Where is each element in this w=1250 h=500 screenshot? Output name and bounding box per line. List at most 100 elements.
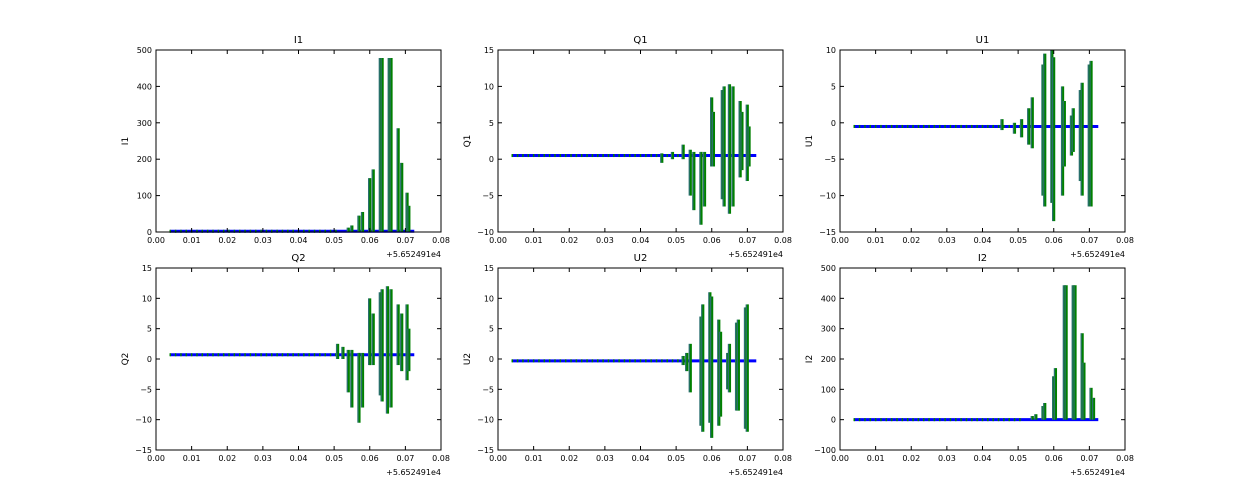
x-tick-label: 0.05 <box>325 454 343 463</box>
subplot-title: Q1 <box>633 35 647 46</box>
subplot-title: I2 <box>978 253 987 264</box>
x-tick-label: 0.03 <box>254 454 272 463</box>
y-tick-label: 200 <box>821 355 836 364</box>
x-tick-label: 0.04 <box>632 454 650 463</box>
y-tick-label: 5 <box>147 325 152 334</box>
x-tick-label: 0.00 <box>147 454 165 463</box>
x-tick-label: 0.08 <box>1116 454 1134 463</box>
x-tick-label: 0.05 <box>1009 236 1027 245</box>
y-tick-label: −10 <box>477 228 494 237</box>
x-tick-label: 0.05 <box>1009 454 1027 463</box>
y-tick-label: −10 <box>819 192 836 201</box>
y-tick-label: 15 <box>484 264 494 273</box>
x-tick-label: 0.02 <box>560 454 578 463</box>
x-tick-label: 0.08 <box>432 454 450 463</box>
y-tick-label: 5 <box>489 325 494 334</box>
y-tick-label: 15 <box>484 46 494 55</box>
y-tick-label: 10 <box>142 294 152 303</box>
subplot-title: I1 <box>294 35 303 46</box>
x-offset-label: +5.652491e4 <box>728 468 783 477</box>
y-tick-label: −5 <box>824 155 836 164</box>
x-tick-label: 0.00 <box>489 236 507 245</box>
y-tick-label: 5 <box>489 119 494 128</box>
y-tick-label: 200 <box>137 155 152 164</box>
y-axis-label: I2 <box>805 355 815 363</box>
y-tick-label: −5 <box>140 385 152 394</box>
subplot-Q1: Q1 Q1 0.00 0.01 0.02 0.03 0.04 0.05 0.06 0.07 0.08… <box>463 35 792 259</box>
x-tick-label: 0.02 <box>218 454 236 463</box>
axes-frame <box>497 267 784 451</box>
y-tick-label: −5 <box>482 385 494 394</box>
x-tick-label: 0.03 <box>596 454 614 463</box>
x-tick-label: 0.06 <box>703 236 721 245</box>
x-tick-label: 0.07 <box>396 236 414 245</box>
x-tick-label: 0.02 <box>902 236 920 245</box>
subplot-title: Q2 <box>291 253 305 264</box>
y-tick-label: 5 <box>831 82 836 91</box>
y-tick-label: −15 <box>135 446 152 455</box>
x-offset-label: +5.652491e4 <box>386 250 441 259</box>
x-offset-label: +5.652491e4 <box>1070 250 1125 259</box>
y-axis-label: U1 <box>805 135 815 147</box>
x-tick-label: 0.05 <box>667 454 685 463</box>
x-tick-label: 0.06 <box>361 454 379 463</box>
y-tick-label: 500 <box>137 46 152 55</box>
x-offset-label: +5.652491e4 <box>728 250 783 259</box>
x-tick-label: 0.07 <box>738 236 756 245</box>
x-tick-label: 0.04 <box>290 454 308 463</box>
x-tick-label: 0.04 <box>290 236 308 245</box>
x-tick-label: 0.01 <box>183 236 201 245</box>
subplot-Q2: Q2 Q2 0.00 0.01 0.02 0.03 0.04 0.05 0.06 0.07 0.08… <box>121 253 450 477</box>
x-tick-label: 0.08 <box>774 236 792 245</box>
x-tick-label: 0.05 <box>667 236 685 245</box>
x-tick-label: 0.07 <box>738 454 756 463</box>
y-tick-label: 15 <box>142 264 152 273</box>
x-tick-label: 0.07 <box>1080 236 1098 245</box>
x-tick-label: 0.03 <box>596 236 614 245</box>
x-tick-label: 0.03 <box>938 454 956 463</box>
x-tick-label: 0.06 <box>1045 454 1063 463</box>
y-tick-label: 300 <box>137 119 152 128</box>
x-offset-label: +5.652491e4 <box>386 468 441 477</box>
x-tick-label: 0.01 <box>867 454 885 463</box>
subplot-title: U1 <box>976 35 990 46</box>
x-tick-label: 0.04 <box>632 236 650 245</box>
x-tick-label: 0.01 <box>525 454 543 463</box>
subplot-U1: U1 U1 0.00 0.01 0.02 0.03 0.04 0.05 0.06 0.07 0.08… <box>805 35 1134 259</box>
x-tick-label: 0.08 <box>774 454 792 463</box>
x-tick-label: 0.05 <box>325 236 343 245</box>
y-tick-label: 300 <box>821 325 836 334</box>
y-tick-label: 0 <box>489 355 494 364</box>
x-tick-label: 0.03 <box>938 236 956 245</box>
x-tick-label: 0.07 <box>1080 454 1098 463</box>
x-tick-label: 0.06 <box>361 236 379 245</box>
y-tick-label: 0 <box>147 355 152 364</box>
y-tick-label: 100 <box>137 192 152 201</box>
y-axis-label: U2 <box>463 353 473 365</box>
x-tick-label: 0.01 <box>183 454 201 463</box>
y-tick-label: 500 <box>821 264 836 273</box>
y-tick-label: 0 <box>489 155 494 164</box>
x-tick-label: 0.04 <box>974 236 992 245</box>
x-tick-label: 0.00 <box>831 454 849 463</box>
y-axis-label: I1 <box>121 137 131 145</box>
y-tick-label: 0 <box>147 228 152 237</box>
x-tick-label: 0.00 <box>147 236 165 245</box>
subplot-I2: I2 I2 0.00 0.01 0.02 0.03 0.04 0.05 0.06 0.07 0.08… <box>805 253 1134 477</box>
y-tick-label: 0 <box>831 416 836 425</box>
y-tick-label: 400 <box>137 82 152 91</box>
x-tick-label: 0.03 <box>254 236 272 245</box>
x-tick-label: 0.00 <box>489 454 507 463</box>
y-tick-label: 10 <box>826 46 836 55</box>
y-tick-label: −15 <box>819 228 836 237</box>
y-tick-label: 0 <box>831 119 836 128</box>
x-tick-label: 0.02 <box>902 454 920 463</box>
y-tick-label: 100 <box>821 385 836 394</box>
x-tick-label: 0.06 <box>703 454 721 463</box>
x-tick-label: 0.07 <box>396 454 414 463</box>
y-tick-label: −10 <box>477 416 494 425</box>
y-tick-label: −5 <box>482 192 494 201</box>
y-tick-label: 10 <box>484 294 494 303</box>
x-tick-label: 0.08 <box>1116 236 1134 245</box>
